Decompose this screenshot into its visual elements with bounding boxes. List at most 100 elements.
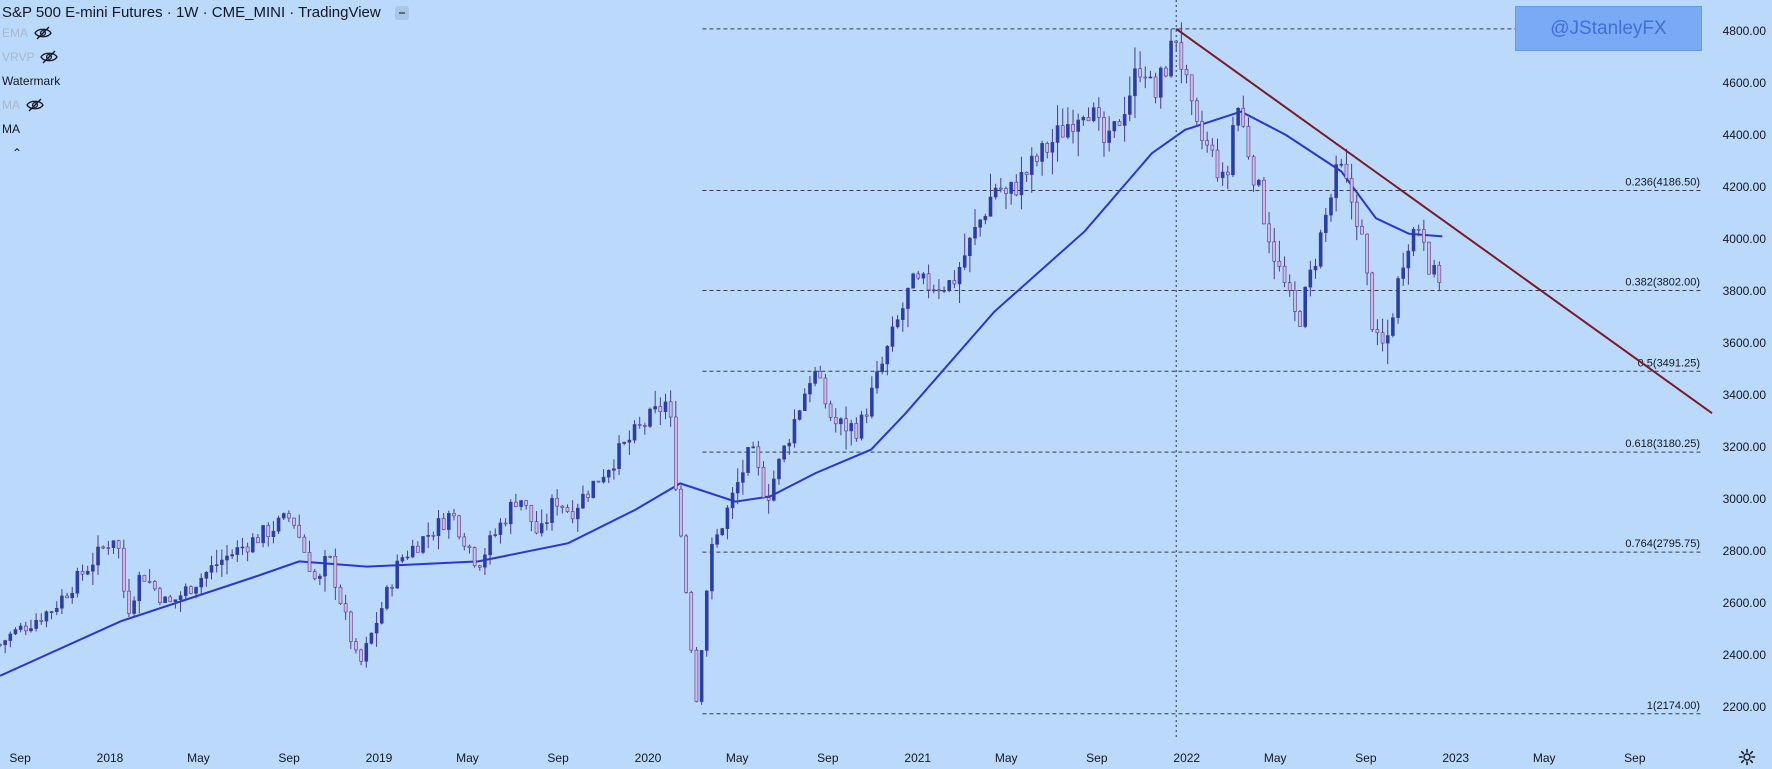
- indicator-vrvp[interactable]: VRVP: [2, 45, 409, 69]
- collapse-legend-button[interactable]: [394, 6, 409, 21]
- candle-body: [483, 554, 487, 568]
- indicator-ma-hidden[interactable]: MA: [2, 93, 409, 117]
- candle-body: [292, 517, 296, 526]
- candle-body: [1432, 265, 1436, 275]
- fib-label: 0.618(3180.25): [1625, 438, 1700, 450]
- candle-body: [1277, 260, 1282, 267]
- candle-body: [436, 518, 441, 537]
- candle-body: [1040, 143, 1044, 162]
- candle-body: [839, 418, 843, 425]
- chevron-up-icon[interactable]: ⌃: [12, 146, 23, 160]
- candle-body: [349, 611, 353, 642]
- candle-body: [1241, 107, 1246, 127]
- candle-body: [1055, 125, 1060, 143]
- candle-body: [710, 543, 714, 592]
- candle-body: [29, 628, 33, 632]
- candle-body: [978, 219, 982, 228]
- y-axis[interactable]: 2200.00 2400.00 2600.00 2800.00 3000.00 3200.…: [1723, 24, 1767, 714]
- candle-body: [163, 596, 167, 604]
- candle-body: [772, 478, 776, 501]
- indicator-ema[interactable]: EMA: [2, 21, 409, 45]
- candle-body: [1060, 125, 1065, 138]
- candle-body: [1231, 125, 1235, 176]
- candle-body: [91, 564, 95, 572]
- candle-body: [570, 511, 575, 520]
- candle-body: [931, 289, 936, 292]
- candle-body: [751, 446, 755, 449]
- fib-label: 0.382(3802.00): [1625, 276, 1700, 288]
- candle-body: [622, 441, 627, 444]
- candle-body: [457, 515, 461, 538]
- candle-body: [808, 383, 812, 395]
- y-tick-label: 2200.00: [1723, 700, 1767, 714]
- candle-body: [1127, 95, 1132, 115]
- x-axis[interactable]: Sep 2018 May Sep 2019 May Sep 2020 May Sep 2021 May…: [9, 751, 1645, 765]
- candle-body: [1406, 250, 1411, 269]
- candle-body: [1179, 42, 1184, 70]
- candle-body: [916, 273, 921, 279]
- candle-body: [96, 546, 100, 566]
- candle-body: [1133, 68, 1137, 97]
- symbol-title-row[interactable]: S&P 500 E-mini Futures · 1W · CME_MINI ·…: [2, 4, 409, 21]
- candle-body: [1086, 117, 1091, 122]
- candle-body: [947, 280, 952, 291]
- eye-off-icon[interactable]: [26, 98, 44, 112]
- candle-body: [374, 622, 379, 634]
- eye-off-icon[interactable]: [34, 26, 52, 40]
- indicator-watermark[interactable]: Watermark: [2, 69, 409, 93]
- candle-body: [1339, 163, 1344, 166]
- candle-body: [1081, 117, 1086, 121]
- indicator-label: Watermark: [2, 74, 61, 88]
- candle-body: [704, 590, 709, 651]
- candle-body: [70, 592, 75, 599]
- candle-body: [1148, 76, 1153, 79]
- symbol-title[interactable]: S&P 500 E-mini Futures · 1W · CME_MINI ·…: [2, 4, 381, 21]
- candle-body: [514, 501, 518, 507]
- y-tick-label: 4200.00: [1723, 180, 1767, 194]
- candle-body: [250, 537, 255, 553]
- candle-body: [447, 513, 451, 530]
- candle-body: [797, 410, 802, 420]
- legend-collapse-row[interactable]: ⌃: [2, 141, 409, 165]
- candle-body: [54, 607, 59, 612]
- candle-body: [864, 414, 869, 417]
- candle-body: [39, 620, 44, 622]
- candle-body: [911, 273, 915, 289]
- candle-body: [813, 370, 817, 384]
- candle-body: [999, 187, 1003, 190]
- candle-body: [230, 554, 234, 557]
- candle-body: [508, 501, 513, 525]
- candle-body: [1174, 40, 1179, 43]
- candle-body: [1184, 69, 1189, 76]
- candle-body: [1344, 163, 1349, 179]
- candle-body: [1391, 317, 1395, 336]
- candle-body: [488, 535, 492, 556]
- x-tick-label: Sep: [817, 751, 839, 765]
- candle-body: [1009, 181, 1013, 194]
- candle-body: [1324, 214, 1328, 234]
- candle-body: [1354, 201, 1359, 227]
- candle-body: [1298, 311, 1302, 327]
- candle-body: [477, 565, 482, 568]
- candle-body: [1427, 241, 1431, 275]
- x-tick-label: Sep: [278, 751, 300, 765]
- candle-body: [560, 505, 565, 508]
- candle-body: [395, 560, 400, 589]
- candle-body: [178, 595, 183, 600]
- gear-icon[interactable]: [1738, 748, 1756, 766]
- eye-off-icon[interactable]: [40, 50, 59, 64]
- candle-body: [271, 530, 276, 537]
- candle-body: [245, 546, 250, 553]
- candle-body: [720, 528, 725, 536]
- indicator-ma[interactable]: MA: [2, 117, 409, 141]
- indicator-label: EMA: [2, 26, 29, 40]
- x-tick-label: Sep: [9, 751, 31, 765]
- candle-body: [684, 535, 688, 593]
- candle-body: [0, 644, 2, 646]
- x-tick-label: Sep: [1624, 751, 1646, 765]
- x-tick-label: May: [456, 751, 479, 765]
- candles: [0, 22, 1442, 705]
- trendline[interactable]: [1175, 28, 1713, 415]
- candle-body: [828, 403, 833, 418]
